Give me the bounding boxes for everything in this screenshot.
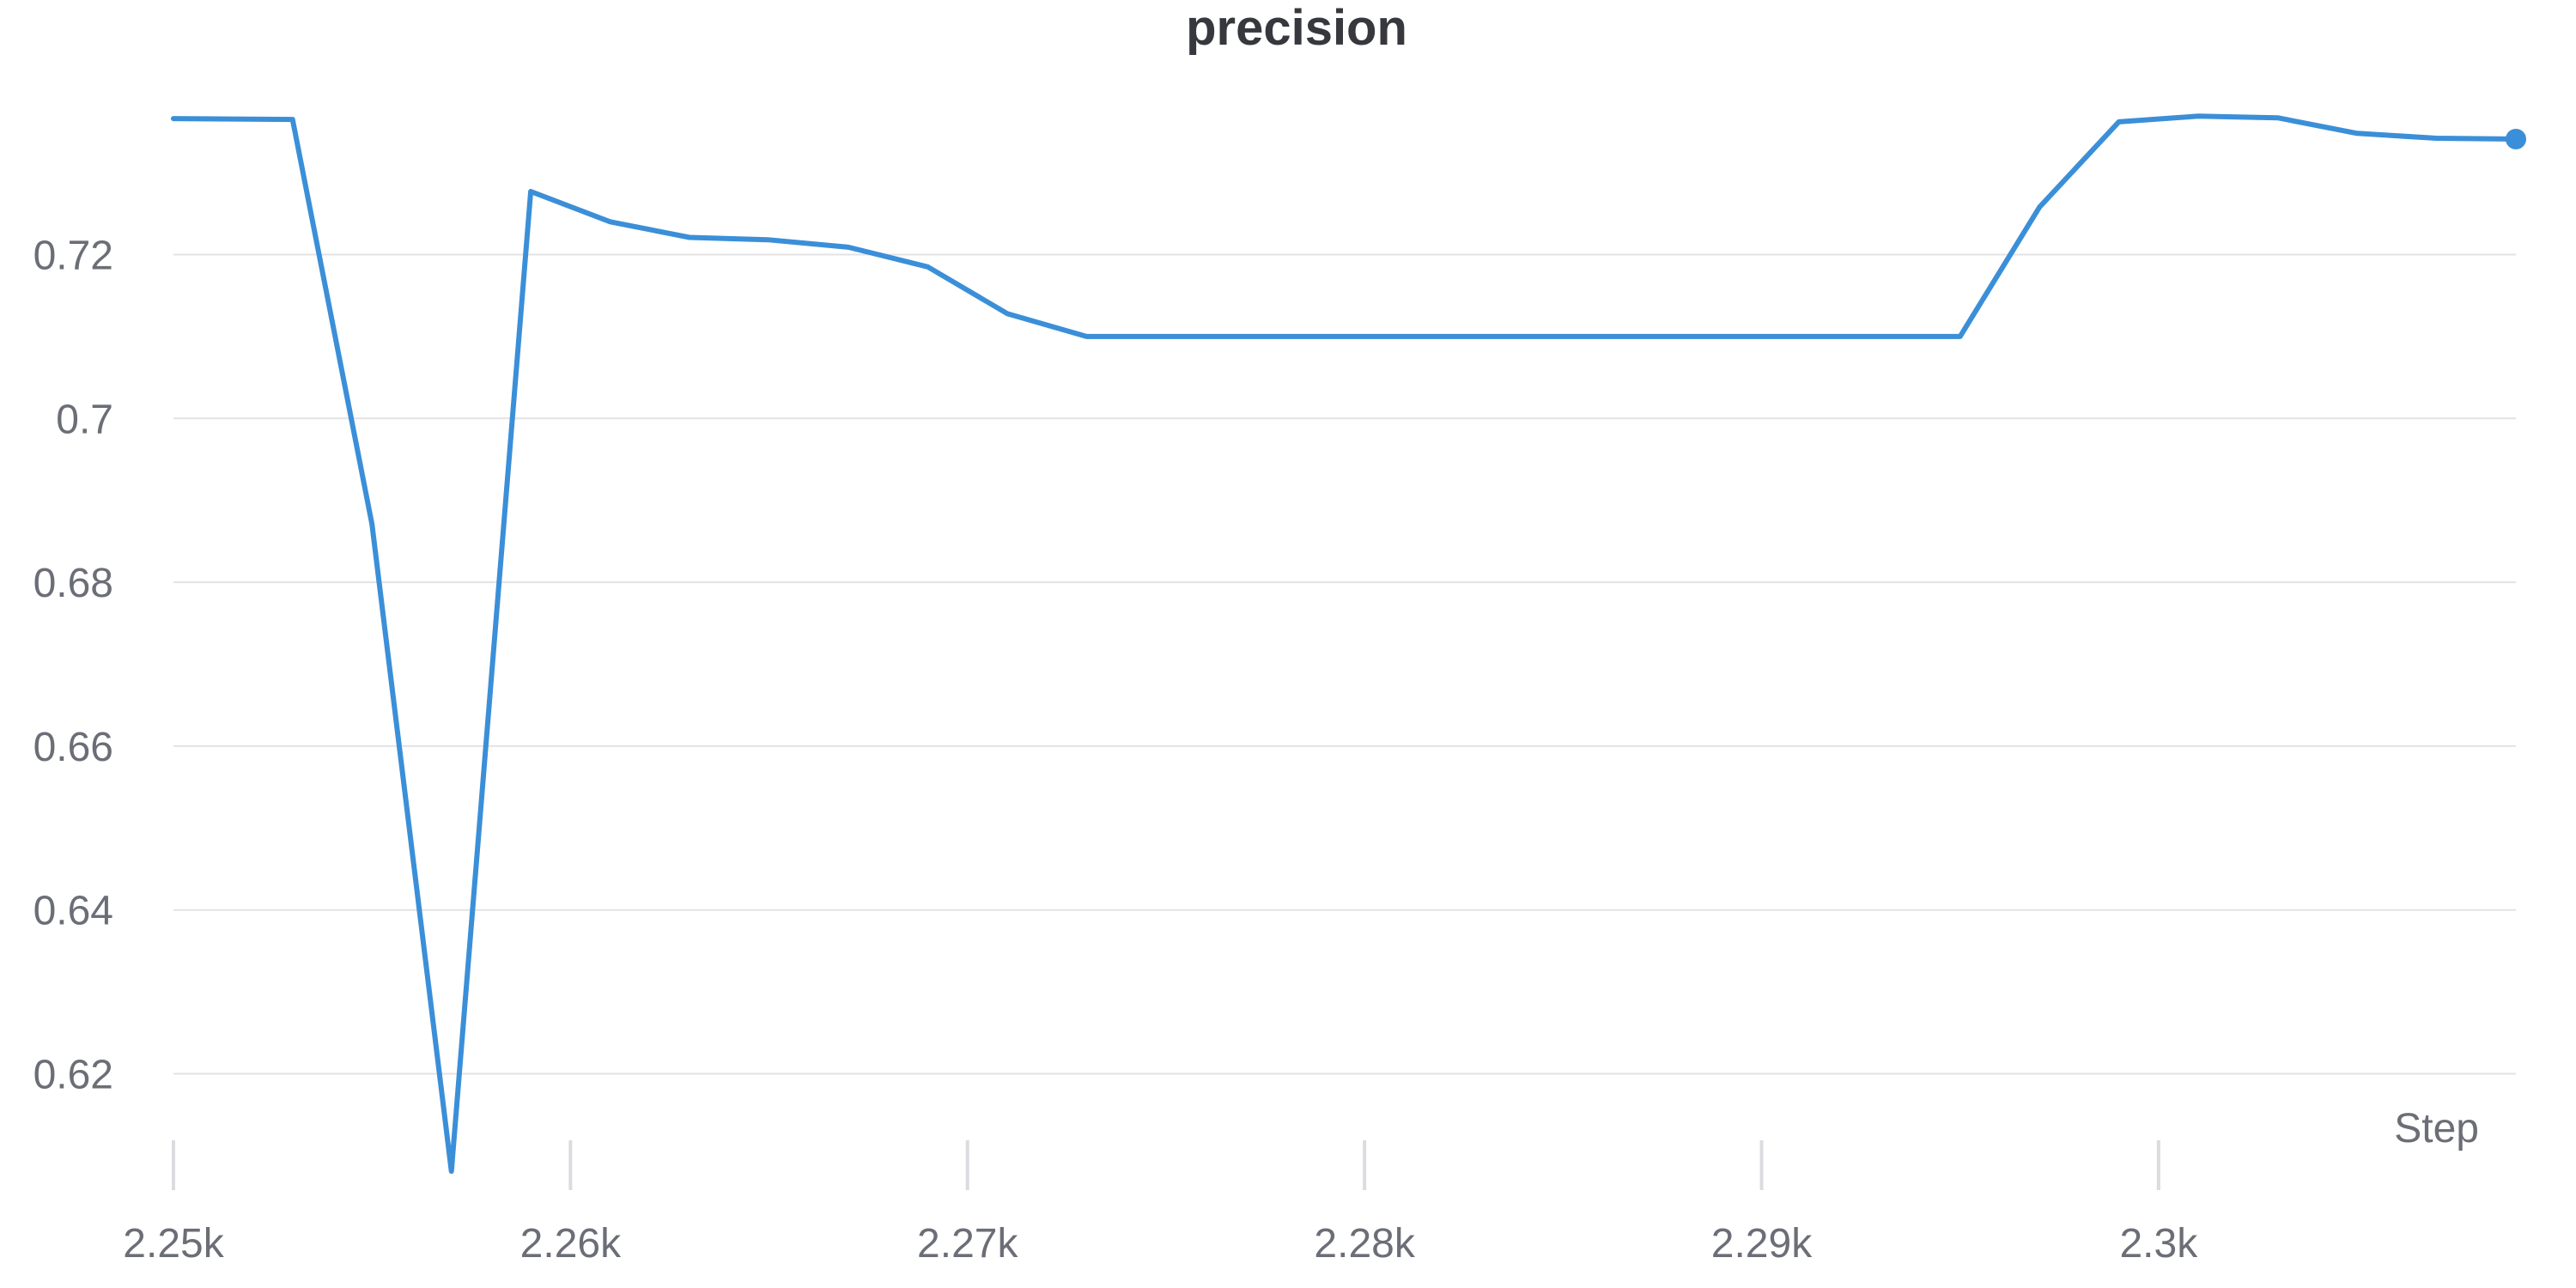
y-tick-label: 0.68 bbox=[33, 561, 113, 606]
last-point-marker bbox=[2506, 128, 2526, 149]
gridlines bbox=[173, 253, 2516, 1075]
series-layer bbox=[171, 113, 2526, 1174]
series-line bbox=[171, 113, 2518, 1174]
x-axis-label: Step bbox=[2394, 1106, 2479, 1151]
y-tick-label: 0.7 bbox=[56, 397, 113, 442]
x-tick-label: 2.25k bbox=[123, 1221, 224, 1267]
x-tick-label: 2.28k bbox=[1314, 1221, 1415, 1267]
y-tick-label: 0.64 bbox=[33, 889, 113, 934]
y-tick-label: 0.66 bbox=[33, 725, 113, 770]
y-tick-label: 0.62 bbox=[33, 1053, 113, 1098]
y-tick-label: 0.72 bbox=[33, 233, 113, 278]
x-axis: 2.25k 2.26k 2.27k 2.28k 2.29k 2.3k bbox=[123, 1140, 2198, 1267]
y-axis: 0.62 0.64 0.66 0.68 0.7 0.72 bbox=[33, 233, 113, 1097]
x-tick-label: 2.27k bbox=[917, 1221, 1018, 1267]
chart-title: precision bbox=[1186, 0, 1407, 56]
x-tick-label: 2.3k bbox=[2119, 1221, 2198, 1267]
x-tick-label: 2.29k bbox=[1711, 1221, 1813, 1267]
x-tick-label: 2.26k bbox=[520, 1221, 622, 1267]
